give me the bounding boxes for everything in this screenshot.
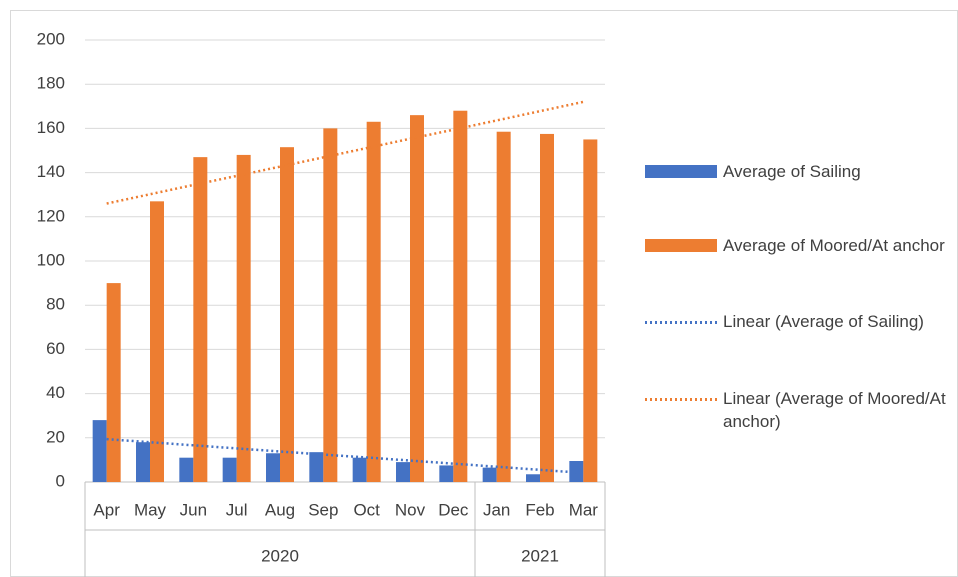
- x-tick-label: May: [134, 500, 167, 519]
- bar: [453, 110, 468, 482]
- y-tick-label: 80: [46, 295, 65, 314]
- legend-key: [645, 234, 717, 257]
- y-tick-label: 200: [37, 29, 65, 48]
- y-tick-label: 60: [46, 339, 65, 358]
- bar: [236, 154, 251, 483]
- y-tick-label: 140: [37, 162, 65, 181]
- bar: [396, 462, 410, 482]
- group-label: 2021: [521, 546, 559, 565]
- legend-label: Linear (Average of Sailing): [723, 312, 924, 331]
- bar: [583, 139, 598, 482]
- group-label: 2020: [261, 546, 299, 565]
- x-tick-label: Dec: [438, 500, 469, 519]
- trendline: [106, 437, 584, 475]
- x-tick-label: Feb: [525, 500, 554, 519]
- bar: [496, 131, 511, 482]
- legend-key: [645, 310, 717, 333]
- bar: [482, 467, 497, 482]
- bar: [92, 420, 107, 482]
- x-tick-label: Sep: [308, 500, 338, 519]
- bar: [222, 457, 237, 482]
- x-tick-label: Aug: [265, 500, 295, 519]
- x-tick-label: Jun: [180, 500, 207, 519]
- trendline: [106, 100, 584, 205]
- bar: [439, 465, 454, 482]
- legend-label: Average of Sailing: [723, 162, 861, 181]
- legend-item: Average of Sailing: [645, 160, 948, 183]
- bar: [106, 283, 121, 482]
- y-tick-label: 160: [37, 118, 65, 137]
- bar: [323, 128, 338, 482]
- x-tick-label: Oct: [353, 500, 380, 519]
- legend-item: Linear (Average of Moored/At anchor): [645, 387, 948, 433]
- y-tick-label: 100: [37, 250, 65, 269]
- bar: [280, 147, 294, 482]
- y-tick-label: 20: [46, 427, 65, 446]
- legend-label: Average of Moored/At anchor: [723, 236, 945, 255]
- bar: [366, 121, 381, 483]
- bar: [136, 442, 150, 482]
- legend-item: Linear (Average of Sailing): [645, 310, 948, 333]
- bar: [179, 457, 194, 482]
- legend-item: Average of Moored/At anchor: [645, 234, 948, 257]
- bar: [526, 474, 540, 482]
- y-tick-label: 0: [56, 471, 65, 490]
- bar: [266, 453, 280, 482]
- bar: [193, 157, 208, 482]
- y-tick-label: 180: [37, 74, 65, 93]
- bar: [410, 115, 424, 482]
- legend-key: [645, 160, 717, 183]
- x-tick-label: Nov: [395, 500, 426, 519]
- bar: [540, 133, 554, 483]
- bar: [150, 201, 164, 482]
- legend-key: [645, 387, 717, 410]
- x-tick-label: Mar: [569, 500, 599, 519]
- legend-label: Linear (Average of Moored/At anchor): [723, 389, 946, 431]
- x-tick-label: Jul: [226, 500, 248, 519]
- y-tick-label: 120: [37, 206, 65, 225]
- x-tick-label: Jan: [483, 500, 510, 519]
- x-tick-label: Apr: [93, 500, 120, 519]
- bar: [352, 457, 367, 482]
- y-tick-label: 40: [46, 383, 65, 402]
- bar: [309, 452, 324, 482]
